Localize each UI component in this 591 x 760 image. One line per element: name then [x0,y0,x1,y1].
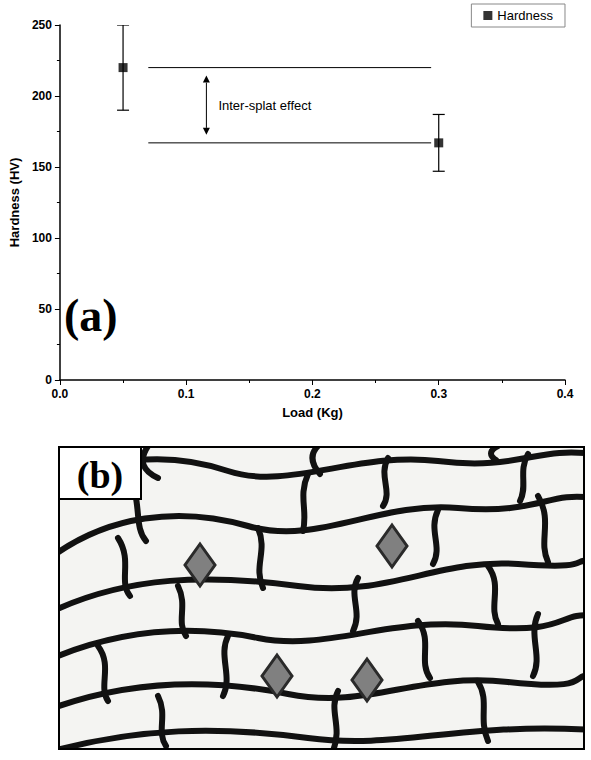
svg-text:Hardness: Hardness [497,8,553,23]
svg-text:0.4: 0.4 [557,387,574,401]
svg-text:0: 0 [45,373,52,387]
svg-text:0.2: 0.2 [304,387,321,401]
svg-text:Inter-splat effect: Inter-splat effect [218,98,311,113]
svg-text:Load (Kg): Load (Kg) [282,405,343,420]
svg-text:(b): (b) [77,454,123,497]
svg-text:250: 250 [32,18,52,32]
svg-text:150: 150 [32,160,52,174]
svg-text:0.3: 0.3 [430,387,447,401]
svg-text:Hardness (HV): Hardness (HV) [7,158,22,248]
svg-text:100: 100 [32,231,52,245]
svg-text:0.0: 0.0 [52,387,69,401]
svg-text:(a): (a) [64,290,118,341]
svg-text:50: 50 [39,302,53,316]
svg-text:0.1: 0.1 [178,387,195,401]
svg-text:200: 200 [32,89,52,103]
